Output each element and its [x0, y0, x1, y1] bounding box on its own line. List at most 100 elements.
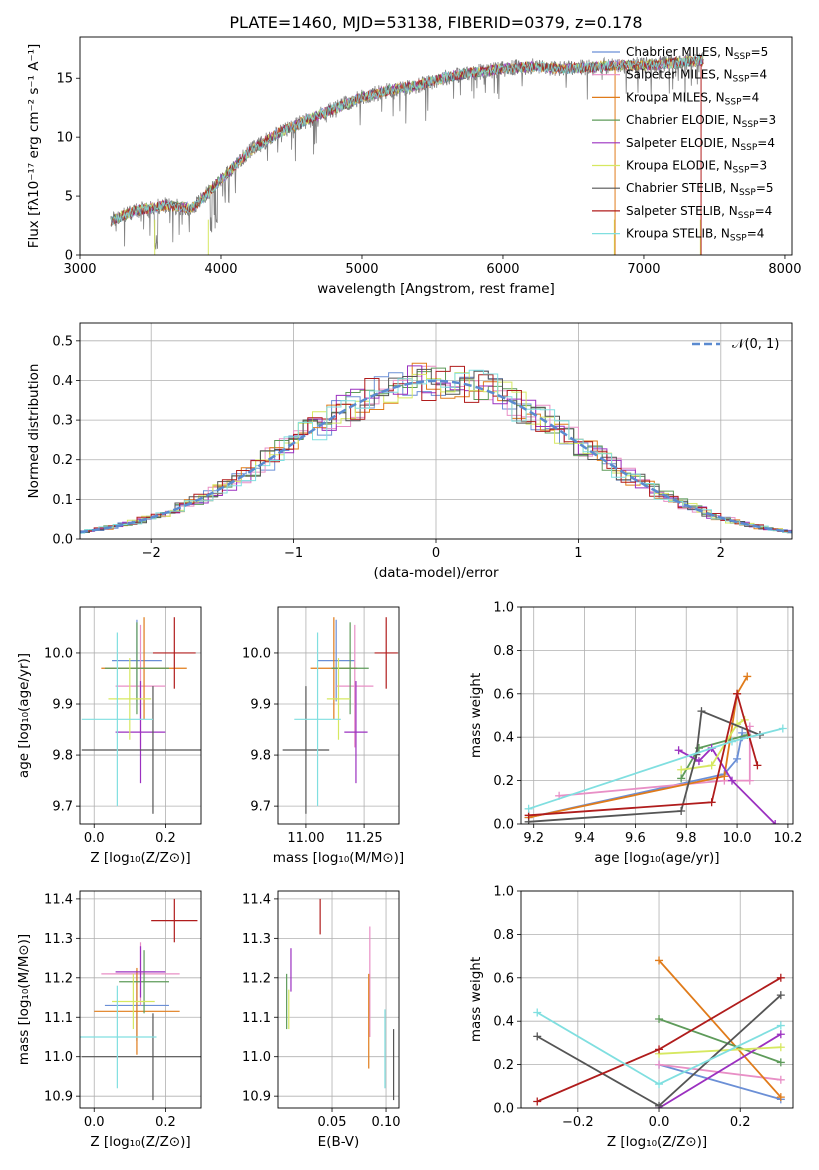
x-tick-label: 0.2	[730, 1115, 751, 1130]
plots-layer: 3000 4000 5000 6000 7000 8000051015wavelength…	[16, 36, 802, 1150]
y-axis-label: mass weight	[468, 673, 484, 758]
x-tick-label: 0.0	[84, 831, 105, 846]
data-point	[533, 1032, 542, 1041]
x-tick-label: 9.2	[523, 831, 544, 846]
legend-entry: Chabrier ELODIE, NSSP=3	[626, 113, 776, 130]
y-tick-label: 0	[65, 249, 73, 264]
y-tick-label: 0.2	[493, 774, 514, 789]
errorbar-salpeter-stelib	[152, 617, 196, 689]
series-line	[658, 959, 782, 1098]
errorbar-chabrier-stelib	[81, 686, 201, 814]
x-tick-label: 0.10	[372, 1115, 401, 1130]
data-point	[677, 806, 686, 815]
x-axis-label: Z [log₁₀(Z/Z⊙)]	[607, 1134, 707, 1150]
data-point	[776, 1093, 785, 1102]
axes-age-vs-Z: 0.0 0.2 9.7 9.8 9.9 10.0 Z [log₁₀(Z/Z⊙)] age [l…	[16, 606, 202, 866]
x-tick-label: −2	[142, 546, 161, 561]
errorbar-chabrier-miles	[317, 619, 355, 702]
x-tick-label: 4000	[204, 262, 237, 277]
x-axis-label: (data-model)/error	[373, 565, 499, 581]
y-tick-label: 0.0	[493, 1102, 514, 1117]
normal-reference-curve	[80, 379, 792, 534]
series-line	[528, 690, 759, 817]
x-axis-label: age [log₁₀(age/yr)]	[594, 850, 719, 866]
x-tick-label: 10.0	[723, 831, 752, 846]
y-tick-label: 9.8	[250, 749, 271, 764]
axes-frame	[79, 606, 202, 825]
y-tick-label: 10.0	[242, 646, 271, 661]
y-tick-label: 9.7	[52, 800, 73, 815]
y-tick-label: 0.4	[493, 731, 514, 746]
errorbar-chabrier-elodie	[104, 622, 169, 715]
axes-mass-vs-Z: 0.0 0.2 10.9 11.0 11.1 11.2 11.3 11.4 Z [log₁₀(Z…	[16, 890, 202, 1150]
y-tick-label: 0.8	[493, 928, 514, 943]
y-tick-label: 0.4	[493, 1015, 514, 1030]
y-tick-label: 1.0	[493, 601, 514, 616]
plot-area-spectrum	[110, 52, 704, 255]
series-salpeter-elodie	[655, 1030, 785, 1108]
data-point	[727, 776, 736, 785]
data-point	[524, 804, 533, 813]
legend-entry: Salpeter ELODIE, NSSP=4	[626, 136, 775, 153]
series-line	[658, 1063, 781, 1081]
y-tick-label: 9.7	[250, 800, 271, 815]
axes-frame	[520, 606, 794, 825]
data-point	[533, 1008, 542, 1017]
y-tick-label: 10.9	[242, 1090, 271, 1105]
y-tick-label: 9.9	[52, 698, 73, 713]
data-point	[776, 973, 785, 982]
y-tick-label: 0.1	[52, 493, 73, 508]
y-tick-label: 0.4	[52, 374, 73, 389]
data-point	[707, 798, 716, 807]
x-tick-label: 7000	[627, 262, 660, 277]
x-axis-label: Z [log₁₀(Z/Z⊙)]	[90, 850, 190, 866]
x-axis-label: mass [log₁₀(M/M⊙)]	[273, 850, 404, 866]
data-point	[674, 746, 683, 755]
errorbar-kroupa-stelib	[80, 985, 157, 1089]
x-tick-label: 3000	[63, 262, 96, 277]
y-tick-label: 11.1	[242, 1011, 271, 1026]
data-point	[733, 754, 742, 763]
plot-area-age-vs-mass	[282, 617, 398, 814]
frame-age-vs-Z: 0.0 0.2 9.7 9.8 9.9 10.0 Z [log₁₀(Z/Z⊙)] age [l…	[16, 606, 202, 866]
y-axis-label: age [log₁₀(age/yr)]	[16, 653, 32, 778]
y-tick-label: 9.9	[250, 698, 271, 713]
x-tick-label: −0.2	[562, 1115, 594, 1130]
model-spectrum-kroupa-stelib	[110, 55, 704, 226]
data-point	[655, 1045, 664, 1054]
y-tick-label: 11.2	[44, 971, 73, 986]
y-tick-label: 11.3	[44, 932, 73, 947]
data-point	[776, 1075, 785, 1084]
series-kroupa-stelib	[533, 1008, 785, 1089]
data-point	[694, 757, 703, 766]
axes-frame	[79, 322, 793, 540]
data-point	[655, 1080, 664, 1089]
y-tick-label: 0.2	[52, 453, 73, 468]
data-point	[743, 672, 752, 681]
series-chabrier-stelib	[524, 707, 764, 824]
x-tick-label: 11.25	[345, 831, 382, 846]
y-tick-label: 10.9	[44, 1090, 73, 1105]
axes-residual-histogram: −2 −1 0 1 2 0.0 0.1 0.2 0.3 0.4 0.5 (data-model)/er…	[26, 322, 793, 581]
y-tick-label: 1.0	[493, 885, 514, 900]
data-point	[753, 761, 762, 770]
y-tick-label: 10	[56, 131, 73, 146]
y-axis-label: Normed distribution	[26, 364, 42, 499]
y-tick-label: 11.0	[44, 1050, 73, 1065]
data-point	[720, 772, 729, 781]
x-tick-label: 10.2	[773, 831, 802, 846]
y-tick-label: 0.6	[493, 687, 514, 702]
y-tick-label: 0.3	[52, 414, 73, 429]
plot-area-residual-histogram	[80, 362, 792, 534]
series-line	[559, 726, 751, 797]
errorbar-salpeter-elodie	[115, 946, 166, 998]
y-tick-label: 11.4	[242, 892, 271, 907]
y-tick-label: 0.5	[52, 334, 73, 349]
data-point	[733, 689, 742, 698]
x-tick-label: 2	[717, 546, 725, 561]
data-point	[745, 776, 754, 785]
y-tick-label: 11.0	[242, 1050, 271, 1065]
data-point	[776, 1058, 785, 1067]
series-line	[658, 1033, 782, 1108]
